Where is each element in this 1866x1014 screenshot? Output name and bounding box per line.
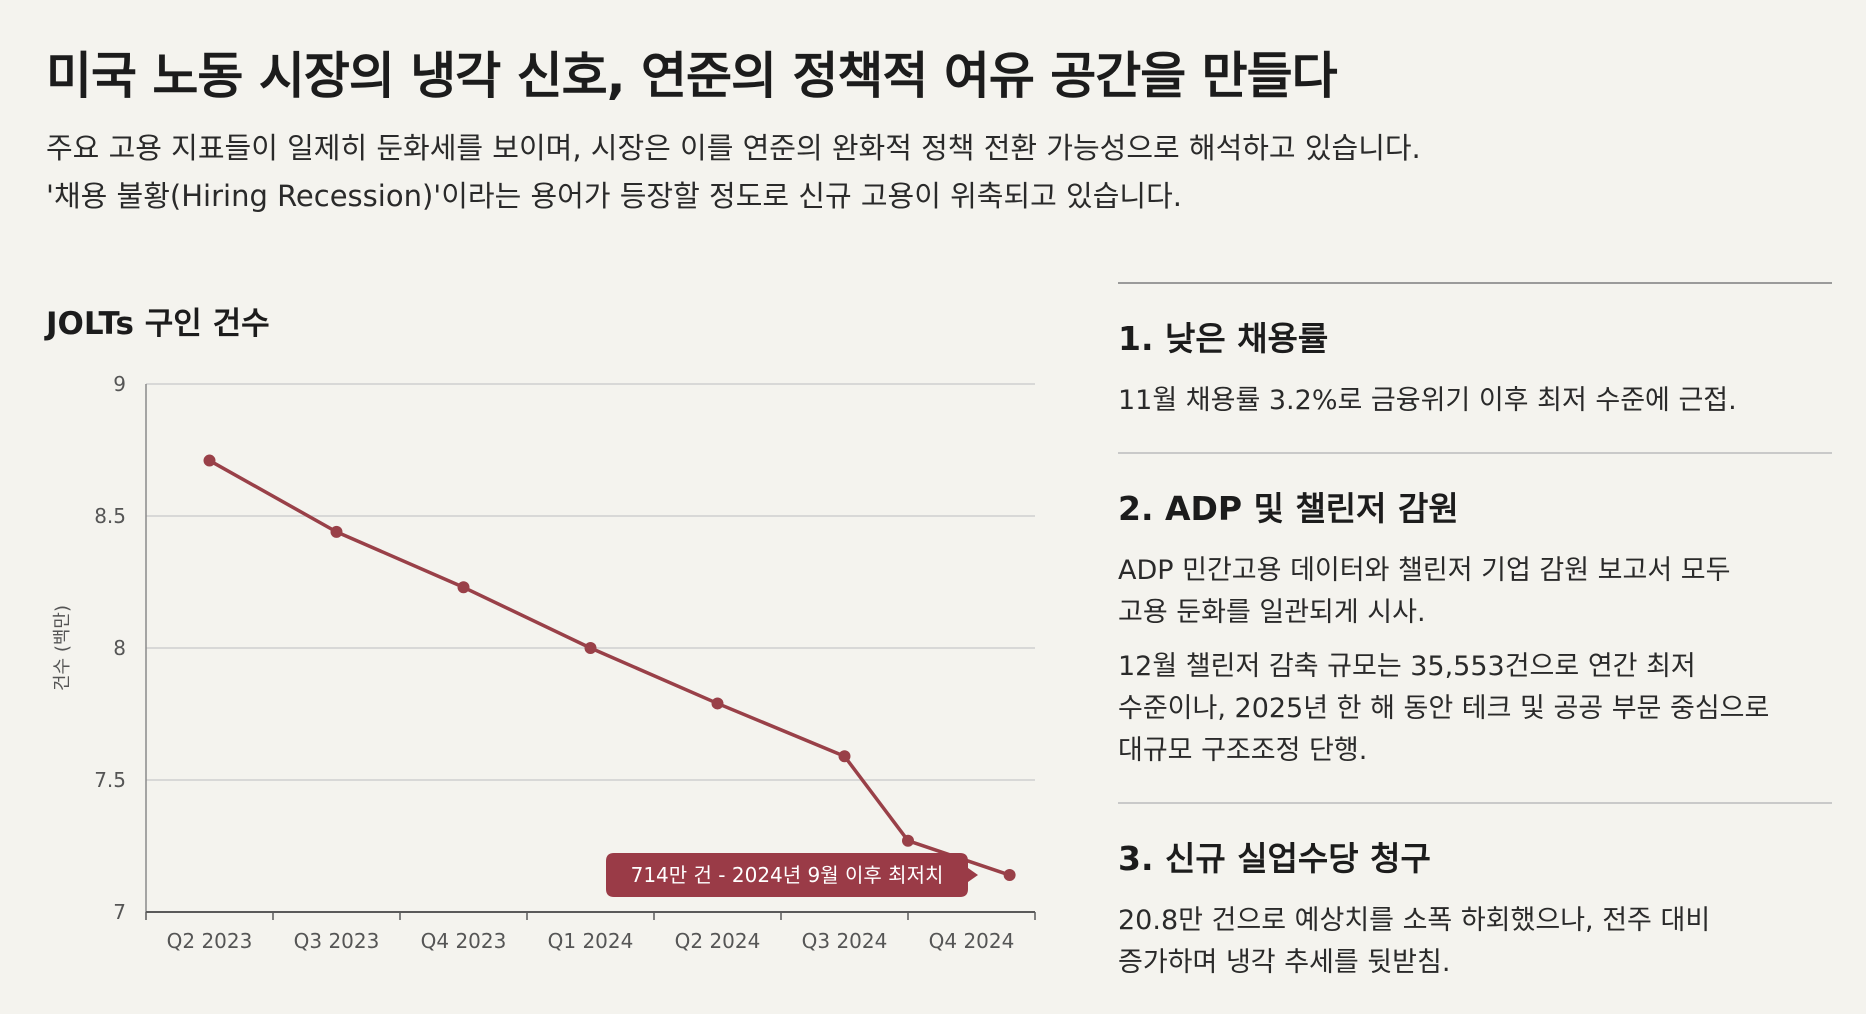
- y-tick-label: 9: [113, 372, 126, 396]
- page-title: 미국 노동 시장의 냉각 신호, 연준의 정책적 여유 공간을 만들다: [46, 47, 1338, 105]
- x-tick-label: Q4 2023: [421, 929, 507, 953]
- data-point: [1003, 869, 1016, 882]
- annotation-box: [606, 853, 978, 898]
- panel-top-rule: [1118, 282, 1832, 284]
- series-line: [207, 458, 1012, 877]
- data-point: [203, 454, 216, 467]
- y-tick-label: 8.5: [94, 504, 126, 528]
- insight-text: 11월 채용률 3.2%로 금융위기 이후 최저 수준에 근접.: [1118, 385, 1737, 416]
- y-tick-label: 7.5: [94, 768, 126, 792]
- data-point: [902, 834, 914, 847]
- annotation-callout: 714만 건 - 2024년 9월 이후 최저치: [606, 853, 978, 898]
- insight-heading: 3. 신규 실업수당 청구: [1118, 839, 1431, 878]
- data-point: [330, 525, 343, 538]
- insight-heading: 1. 낮은 채용률: [1118, 319, 1329, 358]
- data-point: [838, 750, 851, 763]
- insight-text: 20.8만 건으로 예상치를 소폭 하회했으나, 전주 대비 증가하며 냉각 추…: [1118, 905, 1711, 978]
- y-axis-label: 건수 (백만): [52, 605, 73, 691]
- x-tick-label: Q4 2024: [929, 929, 1015, 953]
- insight-text: 12월 챌린저 감축 규모는 35,553건으로 연간 최저 수준이나, 202…: [1118, 651, 1770, 766]
- x-tick-label: Q2 2023: [167, 929, 253, 953]
- x-tick-label: Q3 2024: [802, 929, 888, 953]
- x-tick-label: Q3 2023: [294, 929, 380, 953]
- data-point: [457, 581, 470, 594]
- x-tick-label: Q1 2024: [548, 929, 634, 953]
- subtitle-line-1: 주요 고용 지표들이 일제히 둔화세를 보이며, 시장은 이를 연준의 완화적 …: [46, 131, 1421, 165]
- jolts-line-chart: 7 7.5 8 8.5 9 Q2 2023 Q3 2023 Q4 2023 Q1 2024 Q2 …: [52, 372, 1036, 953]
- chart-title: JOLTs 구인 건수: [46, 306, 270, 342]
- page-subtitle: 주요 고용 지표들이 일제히 둔화세를 보이며, 시장은 이를 연준의 완화적 …: [46, 124, 1421, 220]
- data-point: [584, 642, 597, 654]
- insight-item-adp-challenger: 2. ADP 및 챌린저 감원 ADP 민간고용 데이터와 챌린저 기업 감원 …: [1118, 454, 1832, 804]
- y-tick-label: 8: [113, 636, 126, 660]
- insight-item-jobless-claims: 3. 신규 실업수당 청구 20.8만 건으로 예상치를 소폭 하회했으나, 전…: [1118, 804, 1832, 1014]
- x-tick-label: Q2 2024: [675, 929, 761, 953]
- y-tick-label: 7: [113, 900, 126, 924]
- subtitle-line-2: '채용 불황(Hiring Recession)'이라는 용어가 등장할 정도로…: [46, 179, 1182, 213]
- insight-heading: 2. ADP 및 챌린저 감원: [1118, 489, 1459, 528]
- data-point: [711, 697, 724, 710]
- annotation-text: 714만 건 - 2024년 9월 이후 최저치: [631, 863, 944, 887]
- insight-text: ADP 민간고용 데이터와 챌린저 기업 감원 보고서 모두 고용 둔화를 일관…: [1118, 555, 1731, 628]
- insights-panel: 1. 낮은 채용률 11월 채용률 3.2%로 금융위기 이후 최저 수준에 근…: [1118, 282, 1832, 1014]
- insight-item-hiring-rate: 1. 낮은 채용률 11월 채용률 3.2%로 금융위기 이후 최저 수준에 근…: [1118, 284, 1832, 454]
